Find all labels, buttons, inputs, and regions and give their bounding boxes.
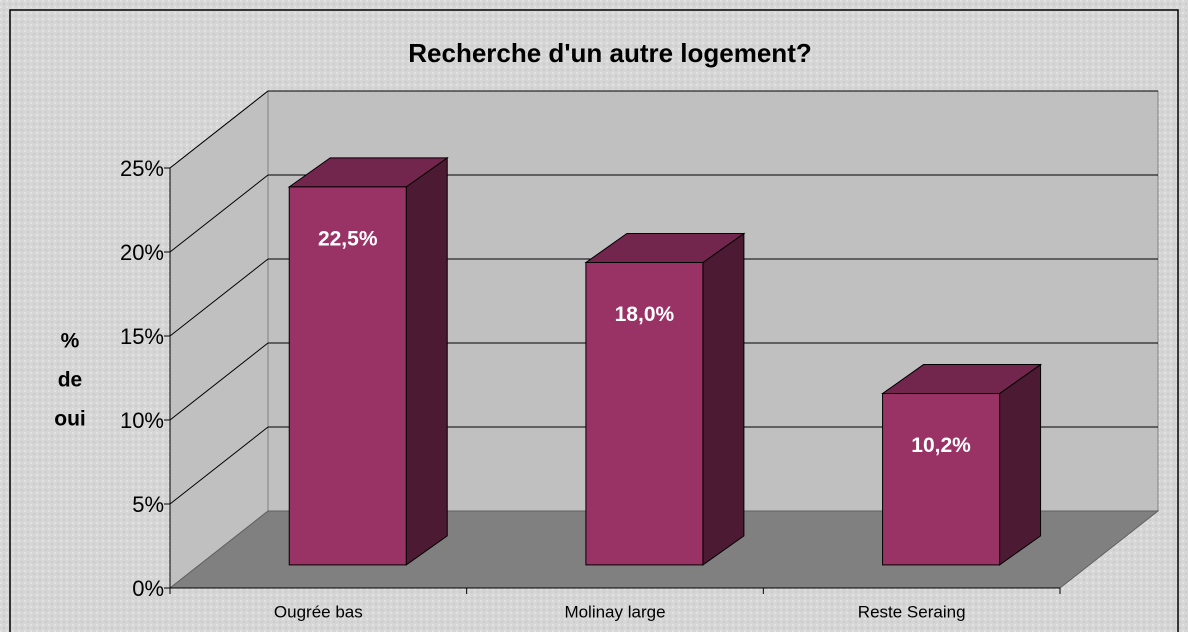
data-label: 10,2% [911,434,971,457]
y-tick-label: 0% [132,576,164,601]
grid-line [169,426,269,505]
bar [585,262,704,566]
bar-side [405,156,448,566]
x-tick-label: Ougrée bas [274,602,363,621]
x-tick-label: Molinay large [564,602,665,621]
chart-title: Recherche d'un autre logement? [408,38,811,68]
grid-line [169,174,269,253]
bar-side [702,232,745,566]
bar [288,186,407,566]
data-label: 18,0% [615,303,675,326]
y-axis-label: % [61,330,80,353]
y-tick-label: 20% [120,240,164,265]
bar [882,393,1001,566]
y-tick-label: 5% [132,492,164,517]
grid-line [169,258,269,337]
side-wall [169,89,269,590]
bar-side [999,363,1042,566]
y-axis-label: oui [54,408,86,431]
y-tick-label: 15% [120,324,164,349]
grid-line [169,90,269,169]
frame [9,9,1179,632]
grid-line [169,342,269,421]
y-tick-label: 10% [120,408,164,433]
x-tick-label: Reste Seraing [858,602,966,621]
y-axis-label: de [58,369,83,392]
data-label: 22,5% [318,227,378,250]
y-tick-label: 25% [120,156,164,181]
